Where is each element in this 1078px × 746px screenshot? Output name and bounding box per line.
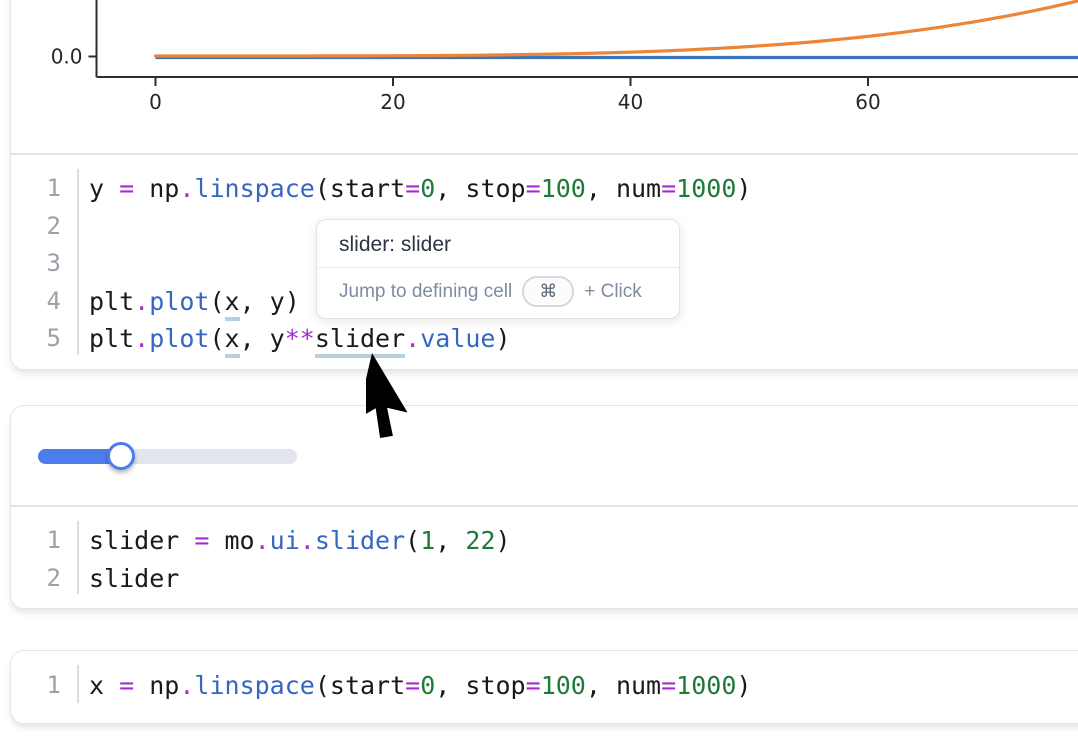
code-line[interactable]: 3 bbox=[11, 245, 1078, 283]
variable-tooltip: slider: slider Jump to defining cell ⌘ +… bbox=[316, 219, 680, 319]
code-text[interactable]: plt.plot(x, y**slider.value) bbox=[89, 320, 511, 358]
code-text[interactable]: x = np.linspace(start=0, stop=100, num=1… bbox=[89, 671, 752, 700]
line-number: 2 bbox=[46, 563, 61, 592]
code-text[interactable]: slider bbox=[89, 563, 180, 593]
notebook-cell-slider: 1 slider = mo.ui.slider(1, 22) 2 slider bbox=[10, 405, 1078, 609]
line-number: 2 bbox=[46, 211, 61, 240]
code-line[interactable]: 4 plt.plot(x, y) bbox=[11, 283, 1078, 321]
line-number: 3 bbox=[46, 249, 61, 277]
code-text[interactable]: plt.plot(x, y) bbox=[89, 283, 300, 321]
code-line[interactable]: 5 plt.plot(x, y**slider.value) bbox=[11, 320, 1078, 358]
notebook-cell-x: 1 x = np.linspace(start=0, stop=100, num=… bbox=[10, 650, 1078, 724]
code-editor[interactable]: 1 y = np.linspace(start=0, stop=100, num=… bbox=[11, 155, 1078, 367]
line-number: 4 bbox=[46, 286, 61, 315]
line-number: 1 bbox=[46, 526, 61, 554]
svg-text:40: 40 bbox=[618, 90, 643, 114]
code-line[interactable]: 1 y = np.linspace(start=0, stop=100, num=… bbox=[11, 170, 1078, 208]
slider-thumb[interactable] bbox=[106, 442, 135, 470]
code-line[interactable]: 2 bbox=[11, 208, 1078, 246]
tooltip-action-row[interactable]: Jump to defining cell ⌘ + Click bbox=[317, 268, 679, 318]
tooltip-key-suffix: + Click bbox=[584, 280, 642, 302]
svg-text:0.0: 0.0 bbox=[51, 45, 83, 69]
line-number: 1 bbox=[46, 671, 61, 699]
svg-text:0: 0 bbox=[149, 90, 162, 114]
slider-track[interactable] bbox=[38, 442, 297, 470]
mouse-cursor-icon bbox=[366, 353, 408, 438]
tooltip-divider bbox=[317, 267, 679, 268]
tooltip-title: slider: slider bbox=[339, 233, 452, 256]
code-line[interactable]: 1 slider = mo.ui.slider(1, 22) bbox=[11, 522, 1078, 560]
slider-output bbox=[11, 406, 1078, 505]
line-number: 5 bbox=[46, 324, 61, 352]
code-text[interactable]: y = np.linspace(start=0, stop=100, num=1… bbox=[89, 174, 752, 203]
gutter-divider bbox=[77, 521, 79, 594]
code-text[interactable]: slider = mo.ui.slider(1, 22) bbox=[89, 526, 511, 555]
code-editor[interactable]: 1 slider = mo.ui.slider(1, 22) 2 slider bbox=[11, 507, 1078, 606]
svg-text:60: 60 bbox=[855, 90, 880, 114]
output-code-divider bbox=[11, 153, 1078, 155]
matplotlib-chart: 0.0 0 20 40 60 bbox=[51, 0, 1078, 114]
code-editor[interactable]: 1 x = np.linspace(start=0, stop=100, num=… bbox=[11, 651, 1078, 715]
gutter-divider bbox=[77, 665, 79, 703]
plot-output: 0.0 0 20 40 60 bbox=[11, 0, 1078, 153]
command-key-icon: ⌘ bbox=[522, 276, 575, 307]
svg-text:20: 20 bbox=[380, 90, 405, 114]
code-line[interactable]: 2 slider bbox=[11, 560, 1078, 598]
slider-fill bbox=[38, 449, 128, 464]
tooltip-action-label: Jump to defining cell bbox=[339, 280, 513, 302]
line-number: 1 bbox=[46, 174, 61, 202]
gutter-divider bbox=[77, 169, 79, 355]
code-line[interactable]: 1 x = np.linspace(start=0, stop=100, num=… bbox=[11, 667, 1078, 705]
output-code-divider bbox=[11, 505, 1078, 507]
